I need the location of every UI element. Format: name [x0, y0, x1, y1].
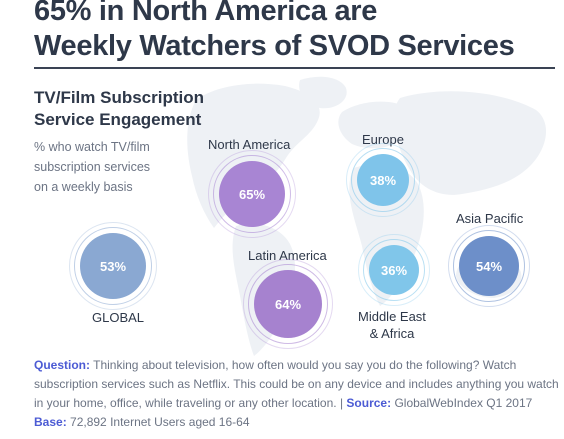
chart-description: % who watch TV/film subscription service…: [34, 137, 184, 197]
bubble-latin-america-ring-2: [243, 259, 333, 349]
bubble-global: 53%: [69, 222, 157, 310]
map-asia: [393, 91, 547, 195]
label-north-america: North America: [208, 137, 291, 152]
bubble-middle-east-africa: 36%: [358, 234, 430, 306]
footer-base-row: Base: 72,892 Internet Users aged 16-64: [34, 413, 554, 432]
description-line-3: on a weekly basis: [34, 180, 133, 194]
bubble-europe-value: 38%: [369, 172, 397, 188]
page-title: 65% in North America are Weekly Watchers…: [34, 0, 515, 64]
bubble-middle-east-africa-value: 36%: [380, 262, 408, 278]
bubble-north-america-ring-2: [208, 150, 296, 238]
bubble-asia-pacific-value: 54%: [475, 258, 503, 274]
bubble-europe-ring-2: [346, 143, 420, 217]
chart-subtitle: TV/Film Subscription Service Engagement: [34, 87, 204, 131]
subtitle-line-2: Service Engagement: [34, 110, 202, 129]
footer-question-row-1: Question: Thinking about television, how…: [34, 358, 517, 372]
bubble-asia-pacific-ring-2: [448, 225, 530, 307]
source-label: Source:: [346, 396, 392, 410]
bubble-latin-america-value: 64%: [274, 296, 302, 312]
bubble-asia-pacific: 54%: [448, 225, 530, 307]
bubble-europe: 38%: [346, 143, 420, 217]
title-line-2: Weekly Watchers of SVOD Services: [34, 30, 515, 62]
base-value: 72,892 Internet Users aged 16-64: [70, 415, 250, 429]
map-greenland: [299, 76, 347, 109]
label-middle-east-africa: Middle East & Africa: [358, 309, 426, 341]
subtitle-line-1: TV/Film Subscription: [34, 88, 205, 107]
footer-question-row-3: in your home, office, while traveling or…: [34, 396, 533, 410]
bubble-north-america: 65%: [208, 150, 296, 238]
bubble-latin-america: 64%: [243, 259, 333, 349]
bubble-global-value: 53%: [99, 258, 127, 274]
bubble-middle-east-africa-ring-2: [358, 234, 430, 306]
footer-question-row-2: subscription services such as Netflix. T…: [34, 377, 559, 391]
base-label: Base:: [34, 415, 67, 429]
label-global: GLOBAL: [92, 310, 145, 325]
label-asia-pacific: Asia Pacific: [456, 211, 524, 226]
bubble-global-ring-2: [69, 222, 157, 310]
title-line-1: 65% in North America are: [34, 0, 378, 27]
description-line-2: subscription services: [34, 160, 151, 174]
label-latin-america: Latin America: [248, 248, 327, 263]
bubble-north-america-value: 65%: [238, 186, 266, 202]
description-line-1: % who watch TV/film: [34, 140, 150, 154]
footer-notes: Question: Thinking about television, how…: [34, 356, 559, 432]
question-label: Question:: [34, 358, 90, 372]
source-value: GlobalWebIndex Q1 2017: [394, 396, 533, 410]
title-divider: [34, 67, 555, 69]
